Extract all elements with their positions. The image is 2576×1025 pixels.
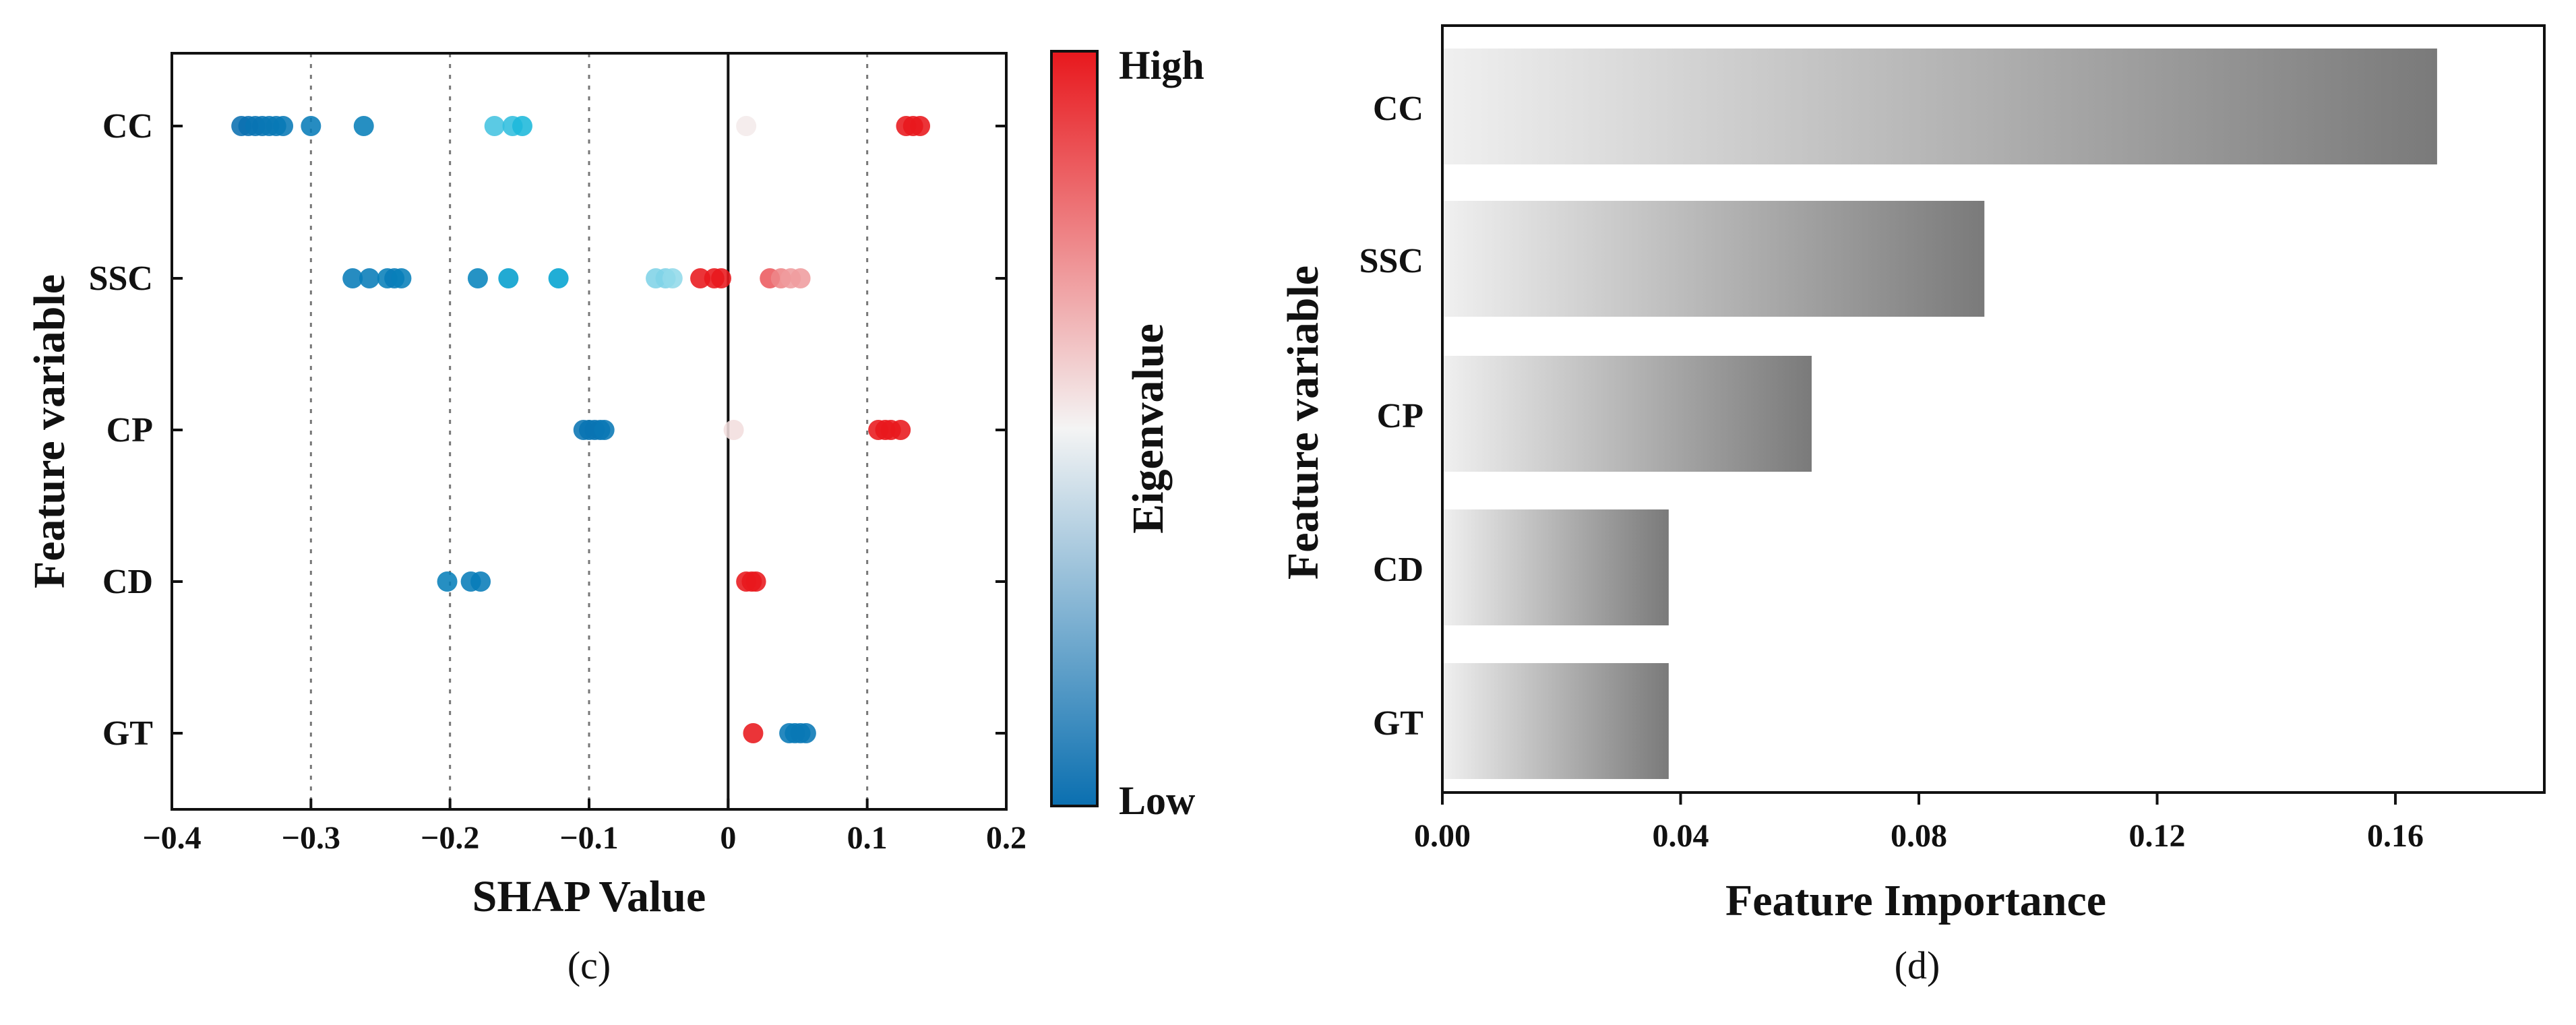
importance-x-tick-label: 0.12 [2129, 818, 2186, 854]
shap-panel: −0.4 −0.3 −0.2 −0.1 0 0.1 0.2 CC SSC CP CD GT SHAP… [25, 43, 1204, 987]
shap-x-ticks: −0.4 −0.3 −0.2 −0.1 0 0.1 0.2 [142, 799, 1026, 856]
importance-panel: 0.00 0.04 0.08 0.12 0.16 CC SSC CP CD GT Feature… [1279, 24, 2546, 987]
importance-bar-cc [1442, 49, 2437, 164]
shap-point-ssc [359, 268, 379, 288]
shap-y-tick-label-cc: CC [102, 107, 153, 146]
shap-point-cd [745, 571, 766, 592]
shap-y-tick-label-ssc: SSC [89, 259, 153, 298]
shap-y-axis-title: Feature variable [25, 274, 74, 588]
importance-x-axis-title: Feature Importance [1725, 876, 2106, 925]
shap-point-cp [723, 420, 744, 440]
shap-point-ssc [548, 268, 569, 288]
shap-x-axis-title: SHAP Value [472, 872, 706, 921]
importance-plot-frame [1441, 24, 2546, 794]
shap-point-cc [301, 116, 321, 136]
importance-bar-cd [1442, 509, 1669, 625]
shap-point-cc [736, 116, 757, 136]
shap-y-ticks: CC SSC CP CD GT [89, 107, 1006, 753]
shap-y-tick-label-cd: CD [102, 563, 153, 601]
shap-point-ssc [662, 268, 683, 288]
importance-x-tick-label: 0.00 [1414, 818, 1471, 854]
shap-x-tick-label: −0.1 [559, 820, 618, 856]
shap-point-ssc [790, 268, 811, 288]
shap-x-tick-label: −0.4 [142, 820, 201, 856]
importance-y-axis-title: Feature variable [1279, 266, 1328, 580]
importance-y-labels: CC SSC CP CD GT [1359, 90, 1423, 743]
colorbar-high-label: High [1119, 43, 1204, 88]
shap-point-ssc [711, 268, 732, 288]
importance-bars [1442, 49, 2437, 779]
shap-point-cd [437, 571, 458, 592]
importance-bar-gt [1442, 663, 1669, 779]
importance-x-tick-label: 0.16 [2367, 818, 2424, 854]
shap-point-cc [484, 116, 505, 136]
shap-points [231, 116, 931, 743]
importance-x-tick-label: 0.08 [1891, 818, 1947, 854]
shap-point-cc [353, 116, 374, 136]
shap-point-ssc [467, 268, 488, 288]
importance-y-label-cp: CP [1377, 397, 1423, 435]
importance-y-label-ssc: SSC [1359, 242, 1423, 280]
shap-x-tick-label: 0.2 [986, 820, 1026, 856]
importance-x-tick-label: 0.04 [1653, 818, 1709, 854]
colorbar-low-label: Low [1119, 778, 1196, 823]
shap-point-gt [795, 723, 816, 743]
shap-point-ssc [498, 268, 519, 288]
shap-y-tick-label-gt: GT [102, 714, 153, 753]
panel-label-d: (d) [1895, 943, 1940, 987]
shap-point-cc [512, 116, 532, 136]
importance-x-ticks: 0.00 0.04 0.08 0.12 0.16 [1414, 793, 2424, 854]
shap-point-cp [594, 420, 615, 440]
shap-point-ssc [342, 268, 363, 288]
colorbar [1050, 50, 1099, 807]
shap-point-ssc [690, 268, 711, 288]
shap-point-cp [890, 420, 911, 440]
shap-point-ssc [391, 268, 412, 288]
shap-point-cc [273, 116, 294, 136]
panel-label-c: (c) [568, 943, 611, 987]
shap-x-tick-label: −0.2 [421, 820, 479, 856]
shap-point-cc [910, 116, 931, 136]
importance-bar-cp [1442, 356, 1812, 472]
shap-x-tick-label: −0.3 [282, 820, 340, 856]
shap-point-cd [470, 571, 491, 592]
shap-point-gt [743, 723, 764, 743]
importance-y-label-gt: GT [1373, 704, 1423, 743]
importance-bar-ssc [1442, 201, 1985, 317]
importance-y-label-cd: CD [1373, 551, 1423, 589]
importance-y-label-cc: CC [1373, 90, 1423, 128]
shap-x-tick-label: 0 [720, 820, 736, 856]
shap-x-tick-label: 0.1 [847, 820, 888, 856]
colorbar-title: Eigenvalue [1124, 323, 1173, 534]
shap-y-tick-label-cp: CP [106, 411, 153, 449]
